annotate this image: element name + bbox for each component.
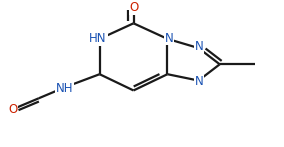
Text: N: N [165,31,174,45]
Text: O: O [130,1,139,14]
Text: N: N [195,75,203,88]
Text: NH: NH [56,82,73,95]
Text: N: N [195,40,203,53]
Text: O: O [8,103,17,116]
Text: HN: HN [89,32,107,45]
